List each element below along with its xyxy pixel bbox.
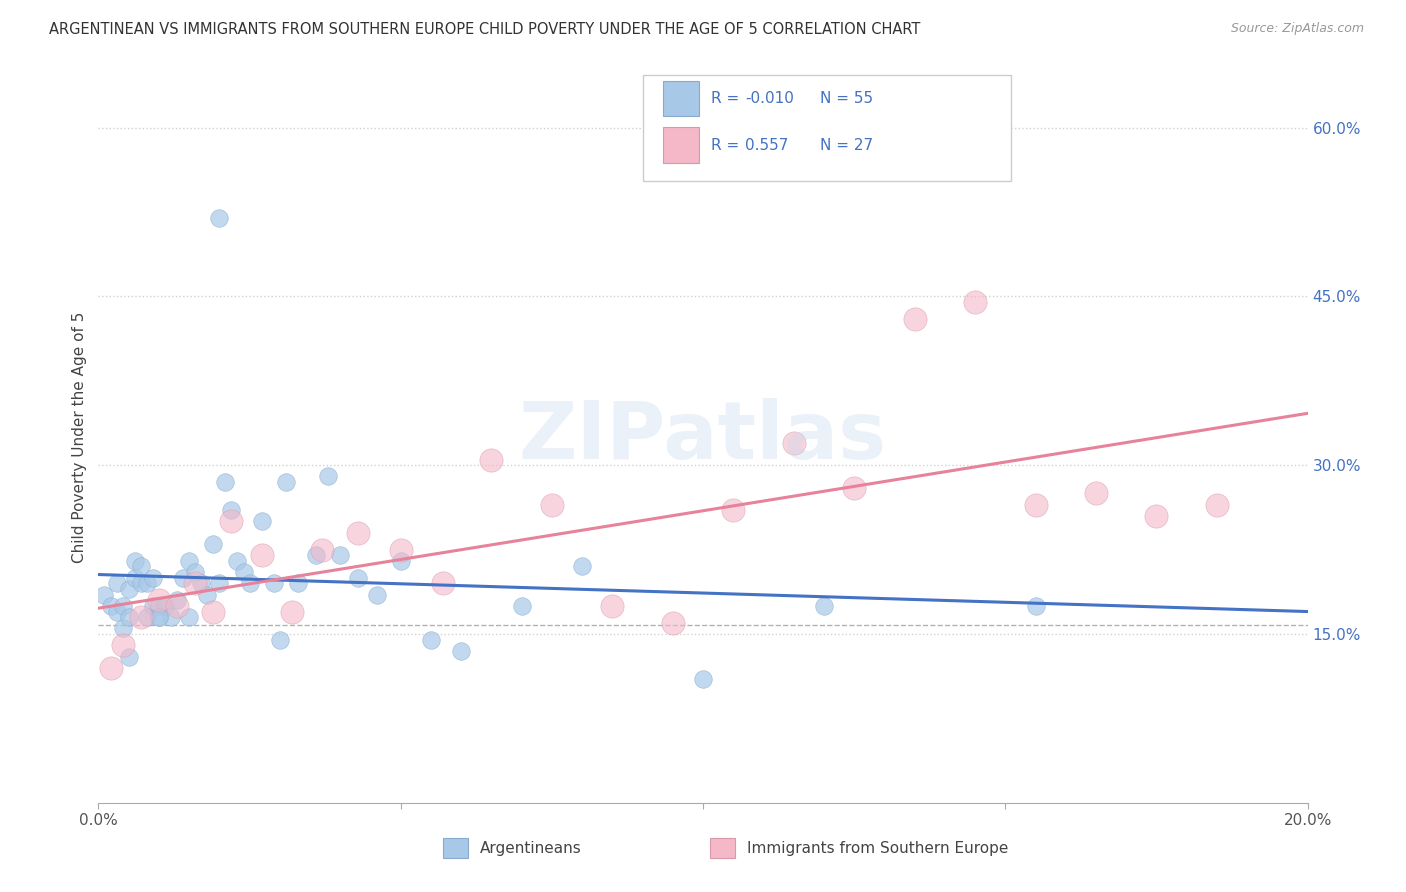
Y-axis label: Child Poverty Under the Age of 5: Child Poverty Under the Age of 5 <box>72 311 87 563</box>
Point <box>111 638 134 652</box>
Point <box>93 588 115 602</box>
Point <box>510 599 533 613</box>
Point <box>281 605 304 619</box>
Point <box>208 576 231 591</box>
Point <box>124 571 146 585</box>
Point <box>965 295 987 310</box>
Point <box>111 599 134 613</box>
Point <box>783 435 806 450</box>
Point <box>100 661 122 675</box>
Point <box>329 548 352 562</box>
Point <box>366 588 388 602</box>
Text: R =: R = <box>711 137 745 153</box>
Text: -0.010: -0.010 <box>745 91 794 106</box>
Point <box>135 610 157 624</box>
Point <box>129 559 152 574</box>
Point <box>190 576 212 591</box>
FancyBboxPatch shape <box>664 128 699 162</box>
Point <box>540 498 562 512</box>
Point <box>135 576 157 591</box>
Point <box>148 593 170 607</box>
Point <box>208 211 231 225</box>
Point <box>148 610 170 624</box>
Point <box>239 576 262 591</box>
Point <box>1024 498 1046 512</box>
Point <box>105 605 128 619</box>
Point <box>602 599 624 613</box>
Text: R =: R = <box>711 91 745 106</box>
Point <box>184 565 207 579</box>
Point <box>105 576 128 591</box>
Text: ZIPatlas: ZIPatlas <box>519 398 887 476</box>
Point <box>129 576 152 591</box>
Point <box>184 576 207 591</box>
Text: Source: ZipAtlas.com: Source: ZipAtlas.com <box>1230 22 1364 36</box>
Point <box>221 515 243 529</box>
Point <box>389 542 412 557</box>
Point <box>214 475 236 489</box>
Point <box>142 571 165 585</box>
Point <box>1206 498 1229 512</box>
Point <box>481 452 503 467</box>
Point <box>250 515 273 529</box>
Text: ARGENTINEAN VS IMMIGRANTS FROM SOUTHERN EUROPE CHILD POVERTY UNDER THE AGE OF 5 : ARGENTINEAN VS IMMIGRANTS FROM SOUTHERN … <box>49 22 921 37</box>
Point <box>813 599 835 613</box>
FancyBboxPatch shape <box>664 81 699 116</box>
Point <box>274 475 297 489</box>
Point <box>148 599 170 613</box>
Point <box>723 503 745 517</box>
Point <box>316 469 339 483</box>
Point <box>1144 508 1167 523</box>
Point <box>432 576 454 591</box>
Point <box>420 632 443 647</box>
Point <box>661 615 683 630</box>
Point <box>263 576 285 591</box>
Point <box>118 649 141 664</box>
Point <box>148 610 170 624</box>
Text: N = 55: N = 55 <box>820 91 873 106</box>
Point <box>179 610 201 624</box>
Point <box>692 672 714 686</box>
Point <box>142 599 165 613</box>
Point <box>179 554 201 568</box>
Point <box>450 644 472 658</box>
Point <box>100 599 122 613</box>
Point <box>118 582 141 596</box>
Point <box>311 542 333 557</box>
Point <box>1085 486 1108 500</box>
Point <box>160 610 183 624</box>
Text: Argentineans: Argentineans <box>479 841 581 855</box>
Point <box>287 576 309 591</box>
Point <box>153 599 176 613</box>
FancyBboxPatch shape <box>643 75 1011 181</box>
Point <box>305 548 328 562</box>
Point <box>389 554 412 568</box>
Point <box>844 481 866 495</box>
Point <box>202 605 225 619</box>
Point <box>129 610 152 624</box>
Point <box>904 312 927 326</box>
Text: Immigrants from Southern Europe: Immigrants from Southern Europe <box>747 841 1008 855</box>
Point <box>166 593 188 607</box>
Text: N = 27: N = 27 <box>820 137 873 153</box>
Point <box>172 571 194 585</box>
Point <box>202 537 225 551</box>
Point <box>1024 599 1046 613</box>
Point <box>347 571 370 585</box>
Point <box>195 588 218 602</box>
Point <box>124 554 146 568</box>
Point <box>347 525 370 540</box>
Point <box>111 621 134 635</box>
Point <box>221 503 243 517</box>
Point <box>269 632 291 647</box>
Text: 0.557: 0.557 <box>745 137 789 153</box>
Point <box>118 610 141 624</box>
Point <box>166 599 188 613</box>
Point <box>232 565 254 579</box>
Point <box>250 548 273 562</box>
Point <box>571 559 593 574</box>
Point <box>226 554 249 568</box>
